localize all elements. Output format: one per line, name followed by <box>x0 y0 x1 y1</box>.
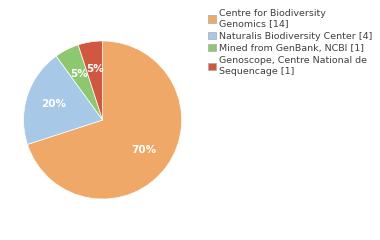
Text: 5%: 5% <box>86 64 103 74</box>
Wedge shape <box>56 45 103 120</box>
Wedge shape <box>78 41 103 120</box>
Wedge shape <box>27 41 182 199</box>
Wedge shape <box>24 56 103 144</box>
Text: 70%: 70% <box>131 145 157 155</box>
Legend: Centre for Biodiversity
Genomics [14], Naturalis Biodiversity Center [4], Mined : Centre for Biodiversity Genomics [14], N… <box>206 7 375 78</box>
Text: 20%: 20% <box>41 99 66 109</box>
Text: 5%: 5% <box>70 69 88 79</box>
